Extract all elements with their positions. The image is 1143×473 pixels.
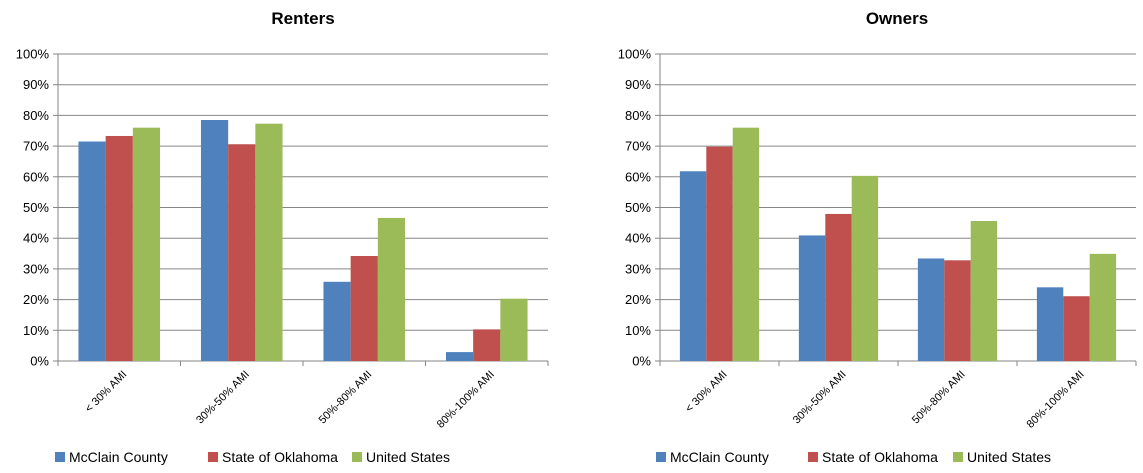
y-tick-label: 0%	[632, 354, 651, 369]
legend-label: McClain County	[69, 449, 168, 465]
bar-united-states	[255, 123, 283, 362]
renters-chart: Renters 0% 10% 20% 30% 40% 50% 60% 70% 80% 90% 100%…	[16, 9, 549, 465]
x-category-label: < 30% AMI	[83, 369, 129, 415]
legend-label: United States	[967, 449, 1051, 465]
bar-oklahoma	[228, 144, 256, 361]
y-tick-label: 90%	[625, 77, 651, 92]
legend-label: McClain County	[670, 449, 769, 465]
y-tick-label: 100%	[16, 47, 50, 62]
y-tick-label: 10%	[625, 323, 651, 338]
x-category-label: 50%-80% AMI	[910, 369, 968, 427]
y-tick-label: 30%	[625, 261, 651, 276]
bar-oklahoma	[350, 256, 378, 361]
bar-united-states	[500, 298, 528, 361]
x-category-label: 30%-50% AMI	[194, 369, 252, 427]
bar-united-states	[132, 127, 161, 362]
bar-oklahoma	[473, 329, 501, 361]
x-category-label: 50%-80% AMI	[317, 369, 375, 427]
bar-oklahoma	[944, 260, 971, 361]
bar-mcclain	[78, 141, 106, 361]
y-tick-label: 70%	[23, 139, 49, 154]
bar-united-states	[970, 221, 998, 361]
legend-label: State of Oklahoma	[822, 449, 938, 465]
y-tick-label: 70%	[625, 139, 651, 154]
y-tick-label: 0%	[30, 354, 49, 369]
y-tick-label: 50%	[625, 200, 651, 215]
y-tick-label: 90%	[23, 77, 49, 92]
legend-swatch-united-states	[953, 452, 963, 462]
bar-oklahoma	[1063, 296, 1090, 361]
legend-swatch-oklahoma	[808, 452, 818, 462]
bar-mcclain	[445, 352, 474, 361]
y-tick-label: 100%	[618, 47, 652, 62]
y-tick-label: 80%	[23, 108, 49, 123]
bar-mcclain	[323, 281, 351, 361]
bar-mcclain	[798, 235, 826, 361]
y-tick-label: 60%	[23, 169, 49, 184]
legend-swatch-united-states	[352, 452, 362, 462]
bar-oklahoma	[706, 146, 733, 361]
bar-united-states	[377, 217, 406, 361]
legend-swatch-oklahoma	[208, 452, 218, 462]
x-category-label: 30%-50% AMI	[791, 369, 849, 427]
bar-united-states	[851, 175, 879, 361]
bar-united-states	[1089, 253, 1117, 361]
y-tick-label: 60%	[625, 169, 651, 184]
legend-label: United States	[366, 449, 450, 465]
y-tick-label: 30%	[23, 261, 49, 276]
bar-oklahoma	[825, 213, 852, 361]
bar-mcclain	[679, 171, 707, 361]
chart-title: Owners	[866, 9, 928, 28]
y-tick-label: 10%	[23, 323, 49, 338]
x-category-label: 80%-100% AMI	[1025, 369, 1087, 431]
bar-mcclain	[917, 258, 945, 361]
bar-oklahoma	[105, 135, 133, 361]
y-tick-label: 80%	[625, 108, 651, 123]
chart-title: Renters	[271, 9, 334, 28]
legend-label: State of Oklahoma	[222, 449, 338, 465]
bar-mcclain	[200, 120, 229, 361]
y-tick-label: 20%	[23, 292, 49, 307]
y-tick-label: 40%	[23, 231, 49, 246]
legend-swatch-mcclain	[656, 452, 666, 462]
x-category-label: < 30% AMI	[683, 369, 729, 415]
y-tick-label: 40%	[625, 231, 651, 246]
x-category-label: 80%-100% AMI	[435, 369, 497, 431]
legend-swatch-mcclain	[55, 452, 65, 462]
y-tick-label: 20%	[625, 292, 651, 307]
bar-mcclain	[1036, 287, 1064, 361]
owners-chart: Owners 0% 10% 20% 30% 40% 50% 60% 70% 80% 90% 100% <…	[618, 9, 1137, 465]
bar-united-states	[732, 127, 760, 362]
y-tick-label: 50%	[23, 200, 49, 215]
